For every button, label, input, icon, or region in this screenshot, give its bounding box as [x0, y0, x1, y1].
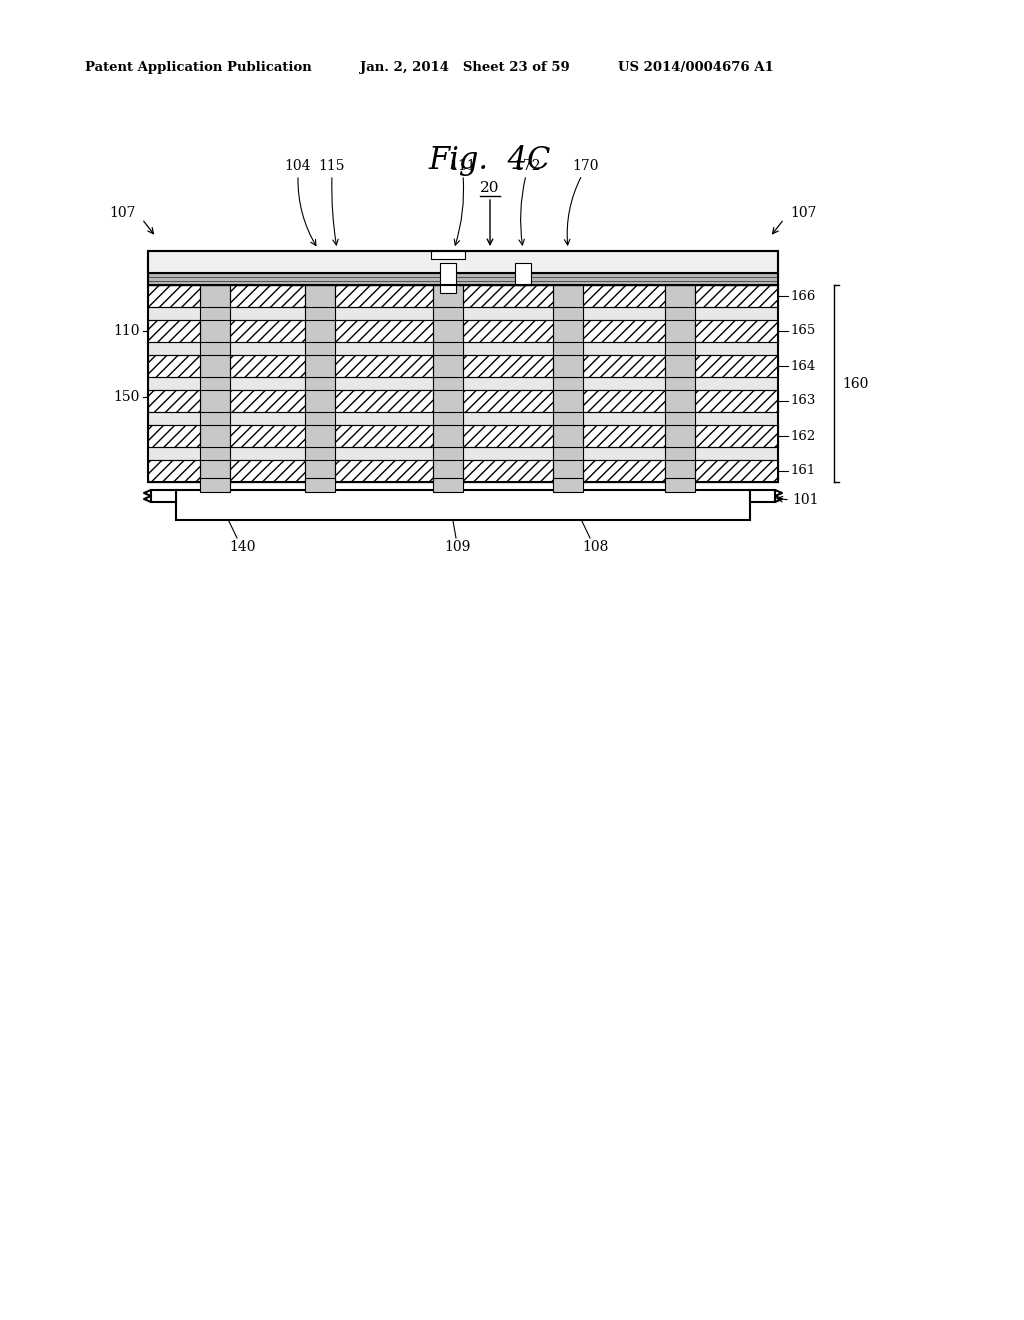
Text: 150: 150: [114, 389, 140, 404]
Bar: [665, 282, 695, 484]
Bar: [148, 389, 200, 412]
Text: US 2014/0004676 A1: US 2014/0004676 A1: [618, 62, 774, 74]
Bar: [335, 355, 433, 378]
Text: 170: 170: [572, 158, 599, 173]
Bar: [305, 282, 335, 484]
Bar: [148, 355, 200, 378]
Bar: [665, 478, 695, 492]
Bar: [335, 459, 433, 482]
Text: 164: 164: [790, 359, 815, 372]
Bar: [200, 282, 230, 484]
Text: 109: 109: [444, 540, 471, 554]
Bar: [148, 378, 778, 389]
Bar: [148, 319, 200, 342]
Bar: [440, 263, 456, 293]
Text: Jan. 2, 2014   Sheet 23 of 59: Jan. 2, 2014 Sheet 23 of 59: [360, 62, 569, 74]
Text: 104: 104: [285, 158, 311, 173]
Bar: [695, 425, 778, 447]
Bar: [148, 447, 778, 459]
Text: 140: 140: [229, 540, 256, 554]
Bar: [583, 389, 665, 412]
Bar: [431, 251, 465, 259]
Text: 165: 165: [790, 325, 815, 338]
Bar: [553, 478, 583, 492]
Bar: [200, 478, 230, 492]
Bar: [583, 425, 665, 447]
Bar: [305, 478, 335, 492]
Text: 162: 162: [790, 429, 815, 442]
Bar: [148, 285, 778, 482]
Text: 107: 107: [790, 206, 816, 220]
Bar: [463, 319, 553, 342]
Bar: [695, 355, 778, 378]
Bar: [583, 319, 665, 342]
Bar: [148, 308, 778, 319]
Bar: [433, 282, 463, 484]
Text: Fig.  4C: Fig. 4C: [429, 144, 551, 176]
Bar: [695, 389, 778, 412]
Bar: [230, 285, 305, 308]
Bar: [230, 389, 305, 412]
Text: 172: 172: [515, 158, 542, 173]
Bar: [151, 490, 176, 502]
Bar: [148, 459, 200, 482]
Bar: [335, 285, 433, 308]
Text: 166: 166: [790, 289, 815, 302]
Text: 101: 101: [792, 492, 818, 507]
Bar: [230, 355, 305, 378]
Text: 107: 107: [110, 206, 136, 220]
Bar: [463, 459, 553, 482]
Bar: [695, 459, 778, 482]
Bar: [583, 459, 665, 482]
Text: 115: 115: [318, 158, 345, 173]
Bar: [750, 490, 775, 502]
Bar: [230, 319, 305, 342]
Bar: [230, 459, 305, 482]
Bar: [148, 273, 778, 285]
Text: 161: 161: [790, 465, 815, 478]
Text: 110: 110: [114, 323, 140, 338]
Bar: [148, 285, 200, 308]
Bar: [148, 412, 778, 425]
Text: 108: 108: [583, 540, 609, 554]
Bar: [335, 425, 433, 447]
Bar: [463, 425, 553, 447]
Bar: [463, 355, 553, 378]
Text: Patent Application Publication: Patent Application Publication: [85, 62, 311, 74]
Text: 160: 160: [842, 376, 868, 391]
Bar: [433, 478, 463, 492]
Bar: [553, 282, 583, 484]
Bar: [515, 263, 531, 285]
Bar: [583, 355, 665, 378]
Bar: [463, 389, 553, 412]
Bar: [148, 425, 200, 447]
Bar: [695, 285, 778, 308]
Text: 20: 20: [480, 181, 500, 195]
Bar: [176, 490, 750, 520]
Bar: [148, 251, 778, 285]
Bar: [148, 342, 778, 355]
Bar: [230, 425, 305, 447]
Bar: [335, 389, 433, 412]
Bar: [463, 285, 553, 308]
Text: 163: 163: [790, 395, 815, 408]
Bar: [695, 319, 778, 342]
Text: 111: 111: [450, 158, 476, 173]
Bar: [583, 285, 665, 308]
Bar: [335, 319, 433, 342]
Bar: [148, 251, 778, 273]
